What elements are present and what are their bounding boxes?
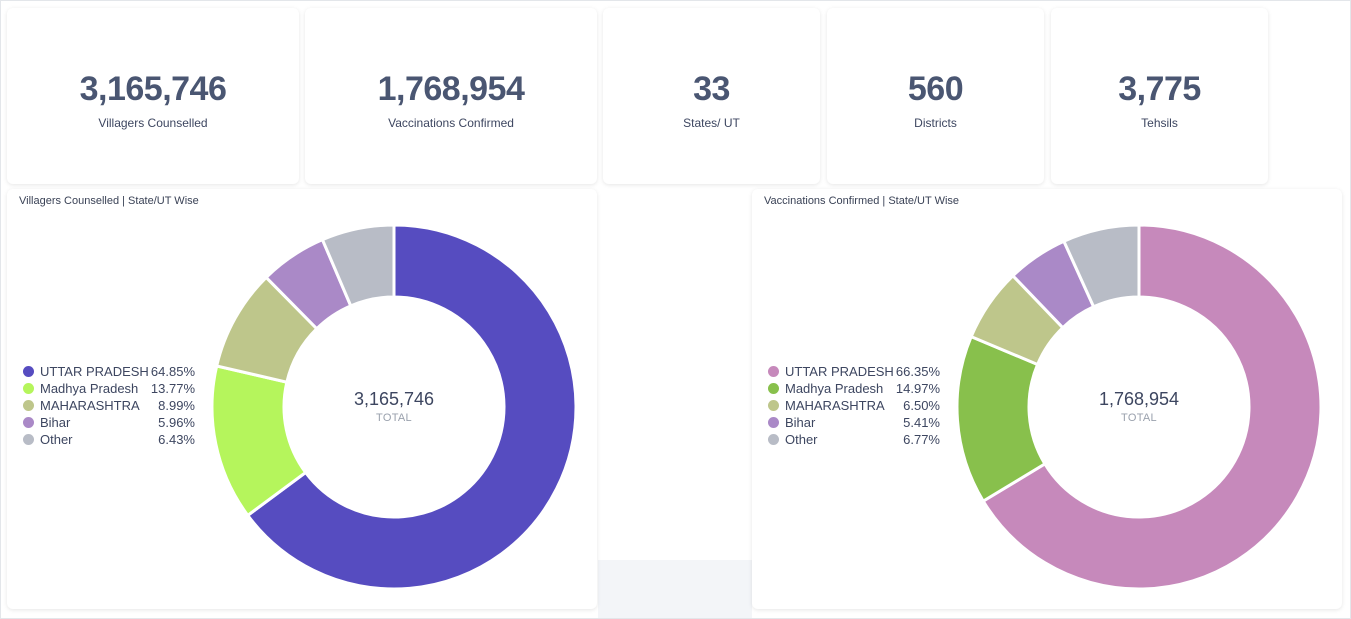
- chart-legend: UTTAR PRADESH 66.35% Madhya Pradesh 14.97% M…: [768, 363, 940, 448]
- donut-center-value: 3,165,746: [354, 389, 434, 409]
- legend-percent: 6.43%: [158, 432, 195, 447]
- kpi-value: 1,768,954: [377, 70, 525, 108]
- chart-title: Villagers Counselled | State/UT Wise: [19, 195, 199, 207]
- legend-percent: 14.97%: [895, 381, 940, 396]
- legend-percent: 13.77%: [150, 381, 195, 396]
- kpi-value: 560: [907, 70, 964, 108]
- chart-panel-villagers: Villagers Counselled | State/UT Wise UTT…: [7, 189, 597, 609]
- legend-percent: 5.96%: [158, 415, 195, 430]
- legend-marker: [23, 400, 34, 411]
- slice-uttar-pradesh[interactable]: [245, 223, 578, 591]
- slice-other[interactable]: [320, 223, 396, 308]
- kpi-label: Vaccinations Confirmed: [388, 116, 514, 130]
- legend-item-uttar-pradesh[interactable]: UTTAR PRADESH 66.35%: [768, 363, 940, 380]
- donut-center-label: TOTAL: [1121, 412, 1157, 424]
- legend-item-bihar[interactable]: Bihar 5.96%: [23, 414, 195, 431]
- legend-item-madhya-pradesh[interactable]: Madhya Pradesh 13.77%: [23, 380, 195, 397]
- legend-label: MAHARASHTRA: [40, 398, 140, 413]
- legend-marker: [768, 434, 779, 445]
- legend-item-bihar[interactable]: Bihar 5.41%: [768, 414, 940, 431]
- kpi-label: States/ UT: [683, 116, 740, 130]
- kpi-card-states: 33 States/ UT: [603, 8, 820, 184]
- legend-percent: 64.85%: [150, 364, 195, 379]
- legend-marker: [768, 417, 779, 428]
- legend-label: Bihar: [785, 415, 816, 430]
- kpi-card-villagers: 3,165,746 Villagers Counselled: [7, 8, 299, 184]
- legend-marker: [768, 400, 779, 411]
- donut-chart: 1,768,954 TOTAL: [955, 223, 1323, 591]
- legend-percent: 5.41%: [903, 415, 940, 430]
- legend-percent: 6.50%: [903, 398, 940, 413]
- legend-item-other[interactable]: Other 6.77%: [768, 431, 940, 448]
- kpi-value: 3,165,746: [79, 70, 227, 108]
- kpi-value: 33: [693, 70, 730, 108]
- legend-marker: [23, 366, 34, 377]
- legend-percent: 6.77%: [903, 432, 940, 447]
- legend-marker: [23, 417, 34, 428]
- legend-marker: [768, 366, 779, 377]
- kpi-value: 3,775: [1118, 70, 1201, 108]
- legend-item-madhya-pradesh[interactable]: Madhya Pradesh 14.97%: [768, 380, 940, 397]
- legend-marker: [23, 434, 34, 445]
- legend-label: Other: [40, 432, 73, 447]
- legend-label: MAHARASHTRA: [785, 398, 885, 413]
- legend-label: Bihar: [40, 415, 71, 430]
- legend-item-maharashtra[interactable]: MAHARASHTRA 8.99%: [23, 397, 195, 414]
- legend-label: Madhya Pradesh: [40, 381, 139, 396]
- kpi-card-vaccinations: 1,768,954 Vaccinations Confirmed: [305, 8, 597, 184]
- legend-percent: 66.35%: [895, 364, 940, 379]
- legend-label: Madhya Pradesh: [785, 381, 884, 396]
- kpi-label: Tehsils: [1141, 116, 1178, 130]
- legend-item-other[interactable]: Other 6.43%: [23, 431, 195, 448]
- legend-label: UTTAR PRADESH: [785, 364, 894, 379]
- legend-item-uttar-pradesh[interactable]: UTTAR PRADESH 64.85%: [23, 363, 195, 380]
- kpi-card-districts: 560 Districts: [827, 8, 1044, 184]
- legend-item-maharashtra[interactable]: MAHARASHTRA 6.50%: [768, 397, 940, 414]
- legend-marker: [23, 383, 34, 394]
- donut-center-label: TOTAL: [376, 412, 412, 424]
- donut-chart: 3,165,746 TOTAL: [210, 223, 578, 591]
- donut-center-value: 1,768,954: [1099, 389, 1179, 409]
- chart-title: Vaccinations Confirmed | State/UT Wise: [764, 195, 960, 207]
- kpi-label: Districts: [914, 116, 957, 130]
- legend-percent: 8.99%: [158, 398, 195, 413]
- legend-label: Other: [785, 432, 818, 447]
- legend-label: UTTAR PRADESH: [40, 364, 149, 379]
- chart-panel-vaccinations: Vaccinations Confirmed | State/UT Wise U…: [752, 189, 1342, 609]
- kpi-label: Villagers Counselled: [98, 116, 208, 130]
- slice-other[interactable]: [1061, 223, 1141, 309]
- kpi-card-tehsils: 3,775 Tehsils: [1051, 8, 1268, 184]
- background-stripe: [598, 560, 752, 618]
- chart-legend: UTTAR PRADESH 64.85% Madhya Pradesh 13.77% M…: [23, 363, 195, 448]
- slice-uttar-pradesh[interactable]: [981, 223, 1323, 591]
- legend-marker: [768, 383, 779, 394]
